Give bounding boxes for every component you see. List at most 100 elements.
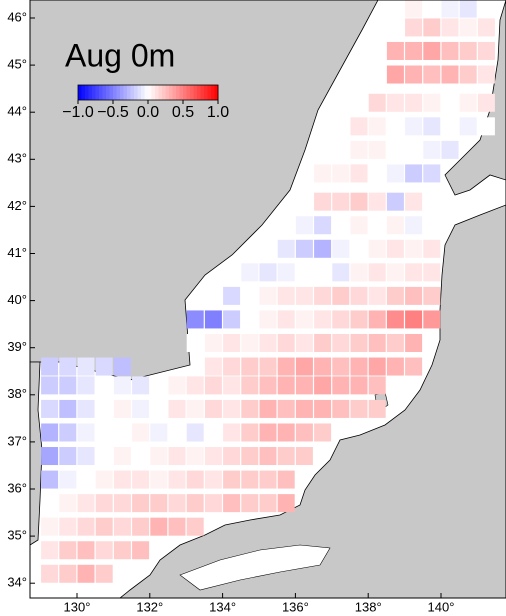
grid-cell bbox=[423, 117, 441, 136]
colorbar-step bbox=[99, 85, 103, 100]
grid-cell bbox=[368, 333, 386, 352]
grid-cell bbox=[168, 399, 186, 418]
grid-cell bbox=[368, 216, 386, 235]
grid-cell bbox=[386, 164, 404, 183]
grid-cell bbox=[405, 239, 423, 258]
lon-tick-label: 140° bbox=[428, 599, 455, 614]
grid-cell bbox=[477, 18, 495, 37]
grid-cell bbox=[59, 541, 77, 560]
grid-cell bbox=[405, 286, 423, 305]
grid-cell bbox=[277, 286, 295, 305]
grid-cell bbox=[95, 357, 113, 376]
lat-tick-label: 41° bbox=[7, 245, 27, 260]
grid-cell bbox=[477, 117, 495, 136]
colorbar-step bbox=[200, 85, 205, 100]
grid-cell bbox=[332, 263, 350, 282]
grid-cell bbox=[295, 239, 313, 258]
grid-cell bbox=[277, 357, 295, 376]
grid-cell bbox=[77, 376, 95, 395]
grid-cell bbox=[113, 517, 131, 536]
grid-cell bbox=[241, 333, 259, 352]
lat-tick-label: 46° bbox=[7, 9, 27, 24]
lat-tick-label: 34° bbox=[7, 575, 27, 590]
axes: 130° 132° 134° 136° 138° 140° 34° 35° 36° 37° 38° 3… bbox=[7, 9, 454, 614]
grid-cell bbox=[441, 117, 459, 136]
lon-tick-label: 132° bbox=[136, 599, 163, 614]
grid-cell bbox=[332, 310, 350, 329]
lat-tick-label: 42° bbox=[7, 198, 27, 213]
grid-cell bbox=[277, 423, 295, 442]
grid-cell bbox=[113, 541, 131, 560]
grid-cell bbox=[350, 333, 368, 352]
grid-cell bbox=[277, 310, 295, 329]
grid-cell bbox=[59, 357, 77, 376]
grid-cell bbox=[95, 564, 113, 583]
grid-cell bbox=[204, 494, 222, 513]
lon-tick-label: 130° bbox=[64, 599, 91, 614]
grid-cell bbox=[405, 310, 423, 329]
grid-cell bbox=[59, 564, 77, 583]
grid-cell bbox=[223, 447, 241, 466]
grid-cell bbox=[386, 65, 404, 84]
colorbar-step bbox=[141, 85, 145, 100]
grid-cell bbox=[241, 447, 259, 466]
grid-cell bbox=[259, 333, 277, 352]
grid-cell bbox=[423, 310, 441, 329]
grid-cell bbox=[59, 470, 77, 489]
grid-cell bbox=[241, 399, 259, 418]
grid-cell bbox=[150, 376, 168, 395]
grid-cell bbox=[459, 93, 477, 112]
grid-cell bbox=[113, 376, 131, 395]
grid-cell bbox=[223, 333, 241, 352]
grid-cell bbox=[204, 423, 222, 442]
grid-cell bbox=[41, 423, 59, 442]
grid-cell bbox=[277, 399, 295, 418]
colorbar-step bbox=[120, 85, 124, 100]
grid-cell bbox=[204, 310, 222, 329]
grid-cell bbox=[77, 423, 95, 442]
grid-cell bbox=[95, 376, 113, 395]
lon-tick-label: 138° bbox=[355, 599, 382, 614]
grid-cell bbox=[423, 18, 441, 37]
grid-cell bbox=[332, 192, 350, 211]
grid-cell bbox=[295, 216, 313, 235]
grid-cell bbox=[368, 164, 386, 183]
grid-cell bbox=[350, 140, 368, 159]
grid-cell bbox=[441, 93, 459, 112]
grid-cell bbox=[277, 376, 295, 395]
grid-cell bbox=[113, 357, 131, 376]
grid-cell bbox=[113, 494, 131, 513]
grid-cell bbox=[350, 216, 368, 235]
grid-cell bbox=[386, 357, 404, 376]
grid-cell bbox=[223, 399, 241, 418]
grid-cell bbox=[386, 310, 404, 329]
grid-cell bbox=[95, 447, 113, 466]
grid-cell bbox=[405, 263, 423, 282]
grid-cell bbox=[77, 447, 95, 466]
grid-cell bbox=[259, 494, 277, 513]
grid-cell bbox=[186, 333, 204, 352]
colorbar-step bbox=[176, 85, 180, 100]
grid-cell bbox=[113, 423, 131, 442]
grid-cell bbox=[350, 117, 368, 136]
grid-cell bbox=[477, 93, 495, 112]
grid-cell bbox=[41, 541, 59, 560]
colorbar-step bbox=[106, 85, 110, 100]
grid-cell bbox=[168, 423, 186, 442]
grid-cell bbox=[350, 263, 368, 282]
grid-cell bbox=[204, 376, 222, 395]
grid-cell bbox=[59, 423, 77, 442]
grid-cell bbox=[405, 216, 423, 235]
colorbar-step bbox=[109, 85, 114, 100]
grid-cell bbox=[186, 470, 204, 489]
grid-cell bbox=[386, 286, 404, 305]
colorbar-step bbox=[137, 85, 142, 100]
grid-cell bbox=[223, 494, 241, 513]
grid-cell bbox=[150, 494, 168, 513]
grid-cell bbox=[241, 494, 259, 513]
grid-cell bbox=[168, 494, 186, 513]
grid-cell bbox=[368, 192, 386, 211]
colorbar-step bbox=[148, 85, 152, 100]
grid-cell bbox=[386, 192, 404, 211]
